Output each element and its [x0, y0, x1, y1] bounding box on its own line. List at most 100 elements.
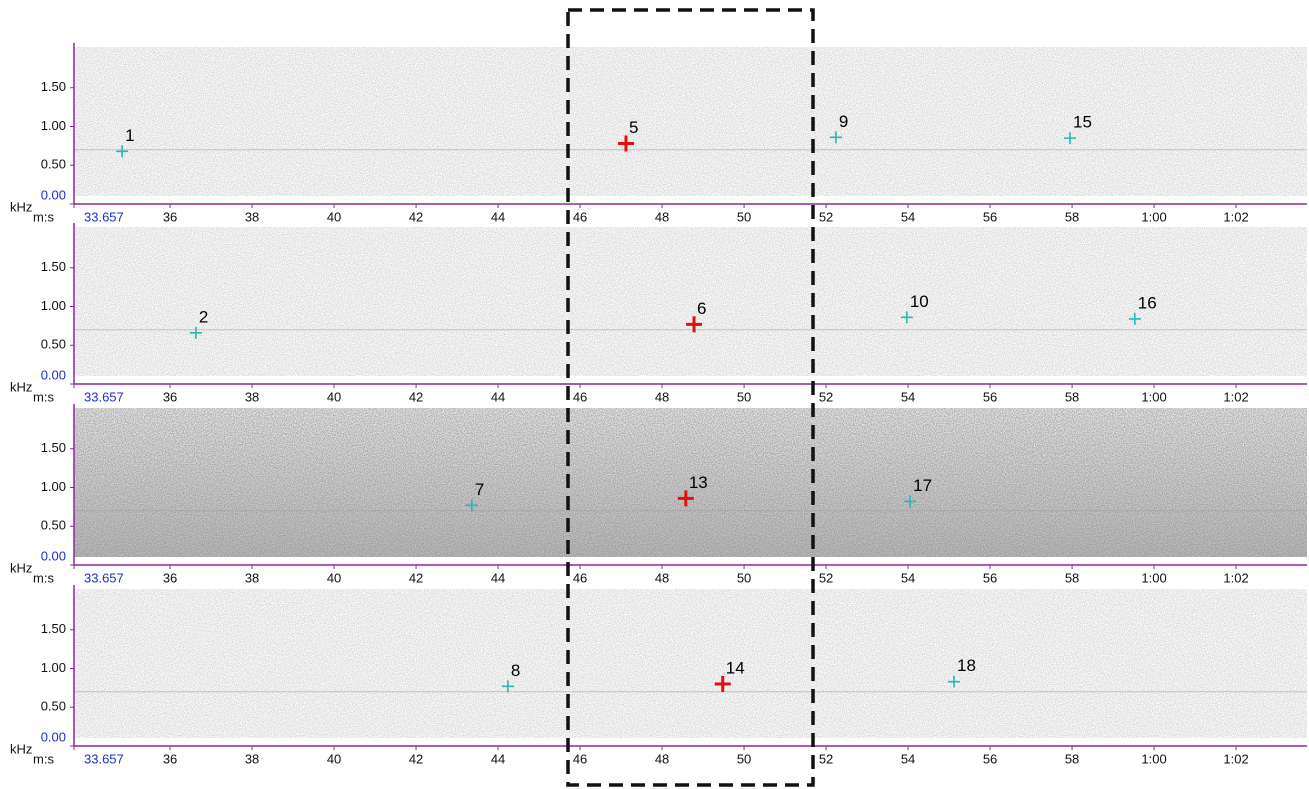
x-tick-label: 1:00	[1141, 570, 1166, 585]
x-axis-label: m:s	[33, 751, 54, 766]
x-axis-label: m:s	[33, 389, 54, 404]
marker-label: 18	[957, 656, 976, 675]
x-tick-label: 1:02	[1223, 751, 1248, 766]
marker-label: 7	[475, 480, 484, 499]
x-tick-label: 44	[491, 570, 505, 585]
x-tick-label: 56	[983, 751, 997, 766]
marker-label: 5	[629, 118, 638, 137]
y-tick-label: 0.00	[41, 548, 66, 563]
marker-label: 16	[1138, 293, 1157, 312]
y-tick-label: 0.50	[41, 699, 66, 714]
marker	[947, 675, 960, 688]
marker	[501, 680, 514, 693]
marker	[686, 316, 703, 333]
y-tick-label: 0.50	[41, 157, 66, 172]
x-tick-label: 50	[737, 389, 751, 404]
x-tick-label: 1:00	[1141, 209, 1166, 224]
x-axis-label: m:s	[33, 209, 54, 224]
x-tick-label: 46	[573, 751, 587, 766]
x-tick-label: 52	[819, 570, 833, 585]
y-tick-label: 1.00	[41, 660, 66, 675]
x-tick-label: 48	[655, 209, 669, 224]
y-axis-label: kHz	[10, 741, 32, 756]
x-tick-label: 1:02	[1223, 570, 1248, 585]
x-tick-label: 36	[163, 209, 177, 224]
x-tick-label: 38	[245, 570, 259, 585]
x-tick-label: 36	[163, 751, 177, 766]
x-tick-label: 54	[901, 751, 915, 766]
x-tick-label: 1:02	[1223, 209, 1248, 224]
marker-label: 6	[697, 299, 706, 318]
y-axis-label: kHz	[10, 379, 32, 394]
marker	[900, 311, 913, 324]
y-tick-label: 0.50	[41, 518, 66, 533]
x-tick-label: 33.657	[84, 751, 124, 766]
x-tick-label: 50	[737, 570, 751, 585]
x-tick-label: 38	[245, 209, 259, 224]
y-axis-label: kHz	[10, 560, 32, 575]
x-tick-label: 36	[163, 570, 177, 585]
x-tick-label: 46	[573, 389, 587, 404]
y-tick-label: 1.50	[41, 79, 66, 94]
y-tick-label: 0.00	[41, 729, 66, 744]
x-tick-label: 50	[737, 209, 751, 224]
x-tick-label: 52	[819, 751, 833, 766]
x-tick-label: 36	[163, 389, 177, 404]
x-tick-label: 52	[819, 209, 833, 224]
x-tick-label: 46	[573, 570, 587, 585]
x-tick-label: 44	[491, 389, 505, 404]
marker-label: 14	[726, 658, 745, 677]
x-tick-label: 58	[1065, 209, 1079, 224]
x-tick-label: 42	[409, 751, 423, 766]
x-tick-label: 40	[327, 389, 341, 404]
x-tick-label: 54	[901, 570, 915, 585]
marker-label: 8	[511, 661, 520, 680]
y-tick-label: 0.00	[41, 187, 66, 202]
marker	[617, 135, 634, 152]
marker	[189, 326, 202, 339]
x-tick-label: 38	[245, 751, 259, 766]
x-tick-label: 46	[573, 209, 587, 224]
y-tick-label: 1.50	[41, 440, 66, 455]
spectrogram-noise	[74, 47, 1307, 196]
x-tick-label: 58	[1065, 389, 1079, 404]
spectrogram-noise	[74, 589, 1307, 738]
y-tick-label: 1.50	[41, 621, 66, 636]
x-tick-label: 58	[1065, 570, 1079, 585]
x-tick-label: 56	[983, 570, 997, 585]
y-tick-label: 0.50	[41, 337, 66, 352]
x-tick-label: 33.657	[84, 570, 124, 585]
marker	[677, 490, 694, 507]
marker	[116, 145, 129, 158]
spectrogram-shade	[74, 408, 1307, 557]
x-tick-label: 42	[409, 570, 423, 585]
x-tick-label: 54	[901, 389, 915, 404]
spectrogram-noise	[74, 227, 1307, 376]
x-tick-label: 54	[901, 209, 915, 224]
y-tick-label: 0.00	[41, 367, 66, 382]
highlight-box	[566, 8, 815, 787]
y-axis-label: kHz	[10, 199, 32, 214]
x-tick-label: 1:00	[1141, 389, 1166, 404]
marker-label: 9	[839, 112, 848, 131]
y-tick-label: 1.00	[41, 479, 66, 494]
x-tick-label: 42	[409, 209, 423, 224]
x-tick-label: 48	[655, 751, 669, 766]
x-tick-label: 44	[491, 751, 505, 766]
x-tick-label: 44	[491, 209, 505, 224]
x-tick-label: 56	[983, 209, 997, 224]
x-tick-label: 1:00	[1141, 751, 1166, 766]
marker	[1128, 312, 1141, 325]
x-tick-label: 56	[983, 389, 997, 404]
x-tick-label: 33.657	[84, 209, 124, 224]
marker-label: 10	[910, 292, 929, 311]
x-tick-label: 40	[327, 751, 341, 766]
y-tick-label: 1.00	[41, 298, 66, 313]
y-tick-label: 1.50	[41, 259, 66, 274]
marker	[1064, 132, 1077, 145]
